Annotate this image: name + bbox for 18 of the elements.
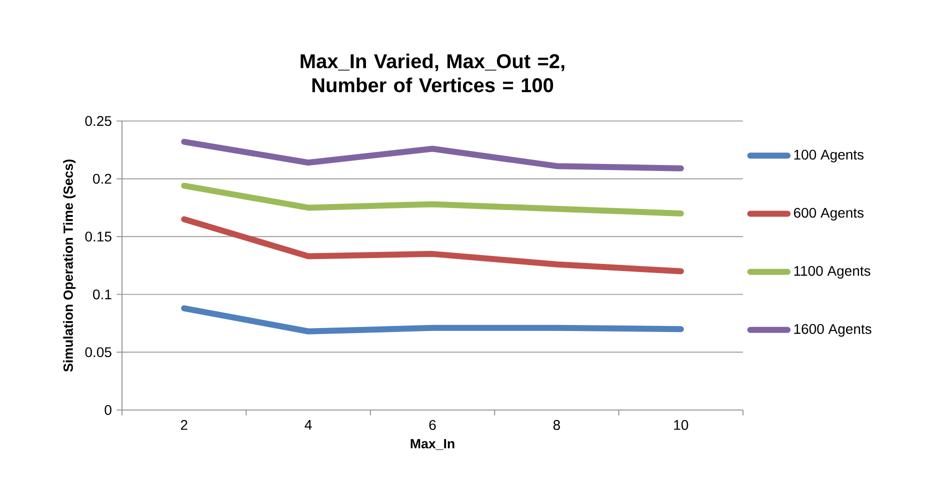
y-axis-title: Simulation Operation Time (Secs) [63, 160, 76, 372]
x-tick-label: 2 [180, 420, 188, 430]
y-tick-label: 0.05 [85, 347, 112, 358]
x-tick-label: 8 [553, 420, 560, 430]
y-tick-label: 0.2 [93, 174, 112, 184]
x-axis-title: Max_In [410, 439, 454, 450]
y-tick-label: 0.25 [85, 116, 112, 126]
legend-label: 600 Agents [794, 208, 864, 221]
y-tick-label: 0.15 [85, 232, 112, 242]
x-tick-label: 4 [304, 420, 312, 430]
legend-label: 1100 Agents [794, 266, 870, 279]
legend-label: 100 Agents [794, 150, 864, 162]
y-tick-label: 0.1 [93, 289, 112, 300]
legend-label: 1600 Agents [794, 324, 872, 337]
x-tick-label: 6 [429, 420, 436, 430]
x-tick-label: 10 [674, 420, 688, 430]
chart-title: Max_In Varied, Max_Out =2, Number of Vertices = 100 [300, 54, 564, 92]
y-tick-label: 0 [104, 405, 112, 415]
